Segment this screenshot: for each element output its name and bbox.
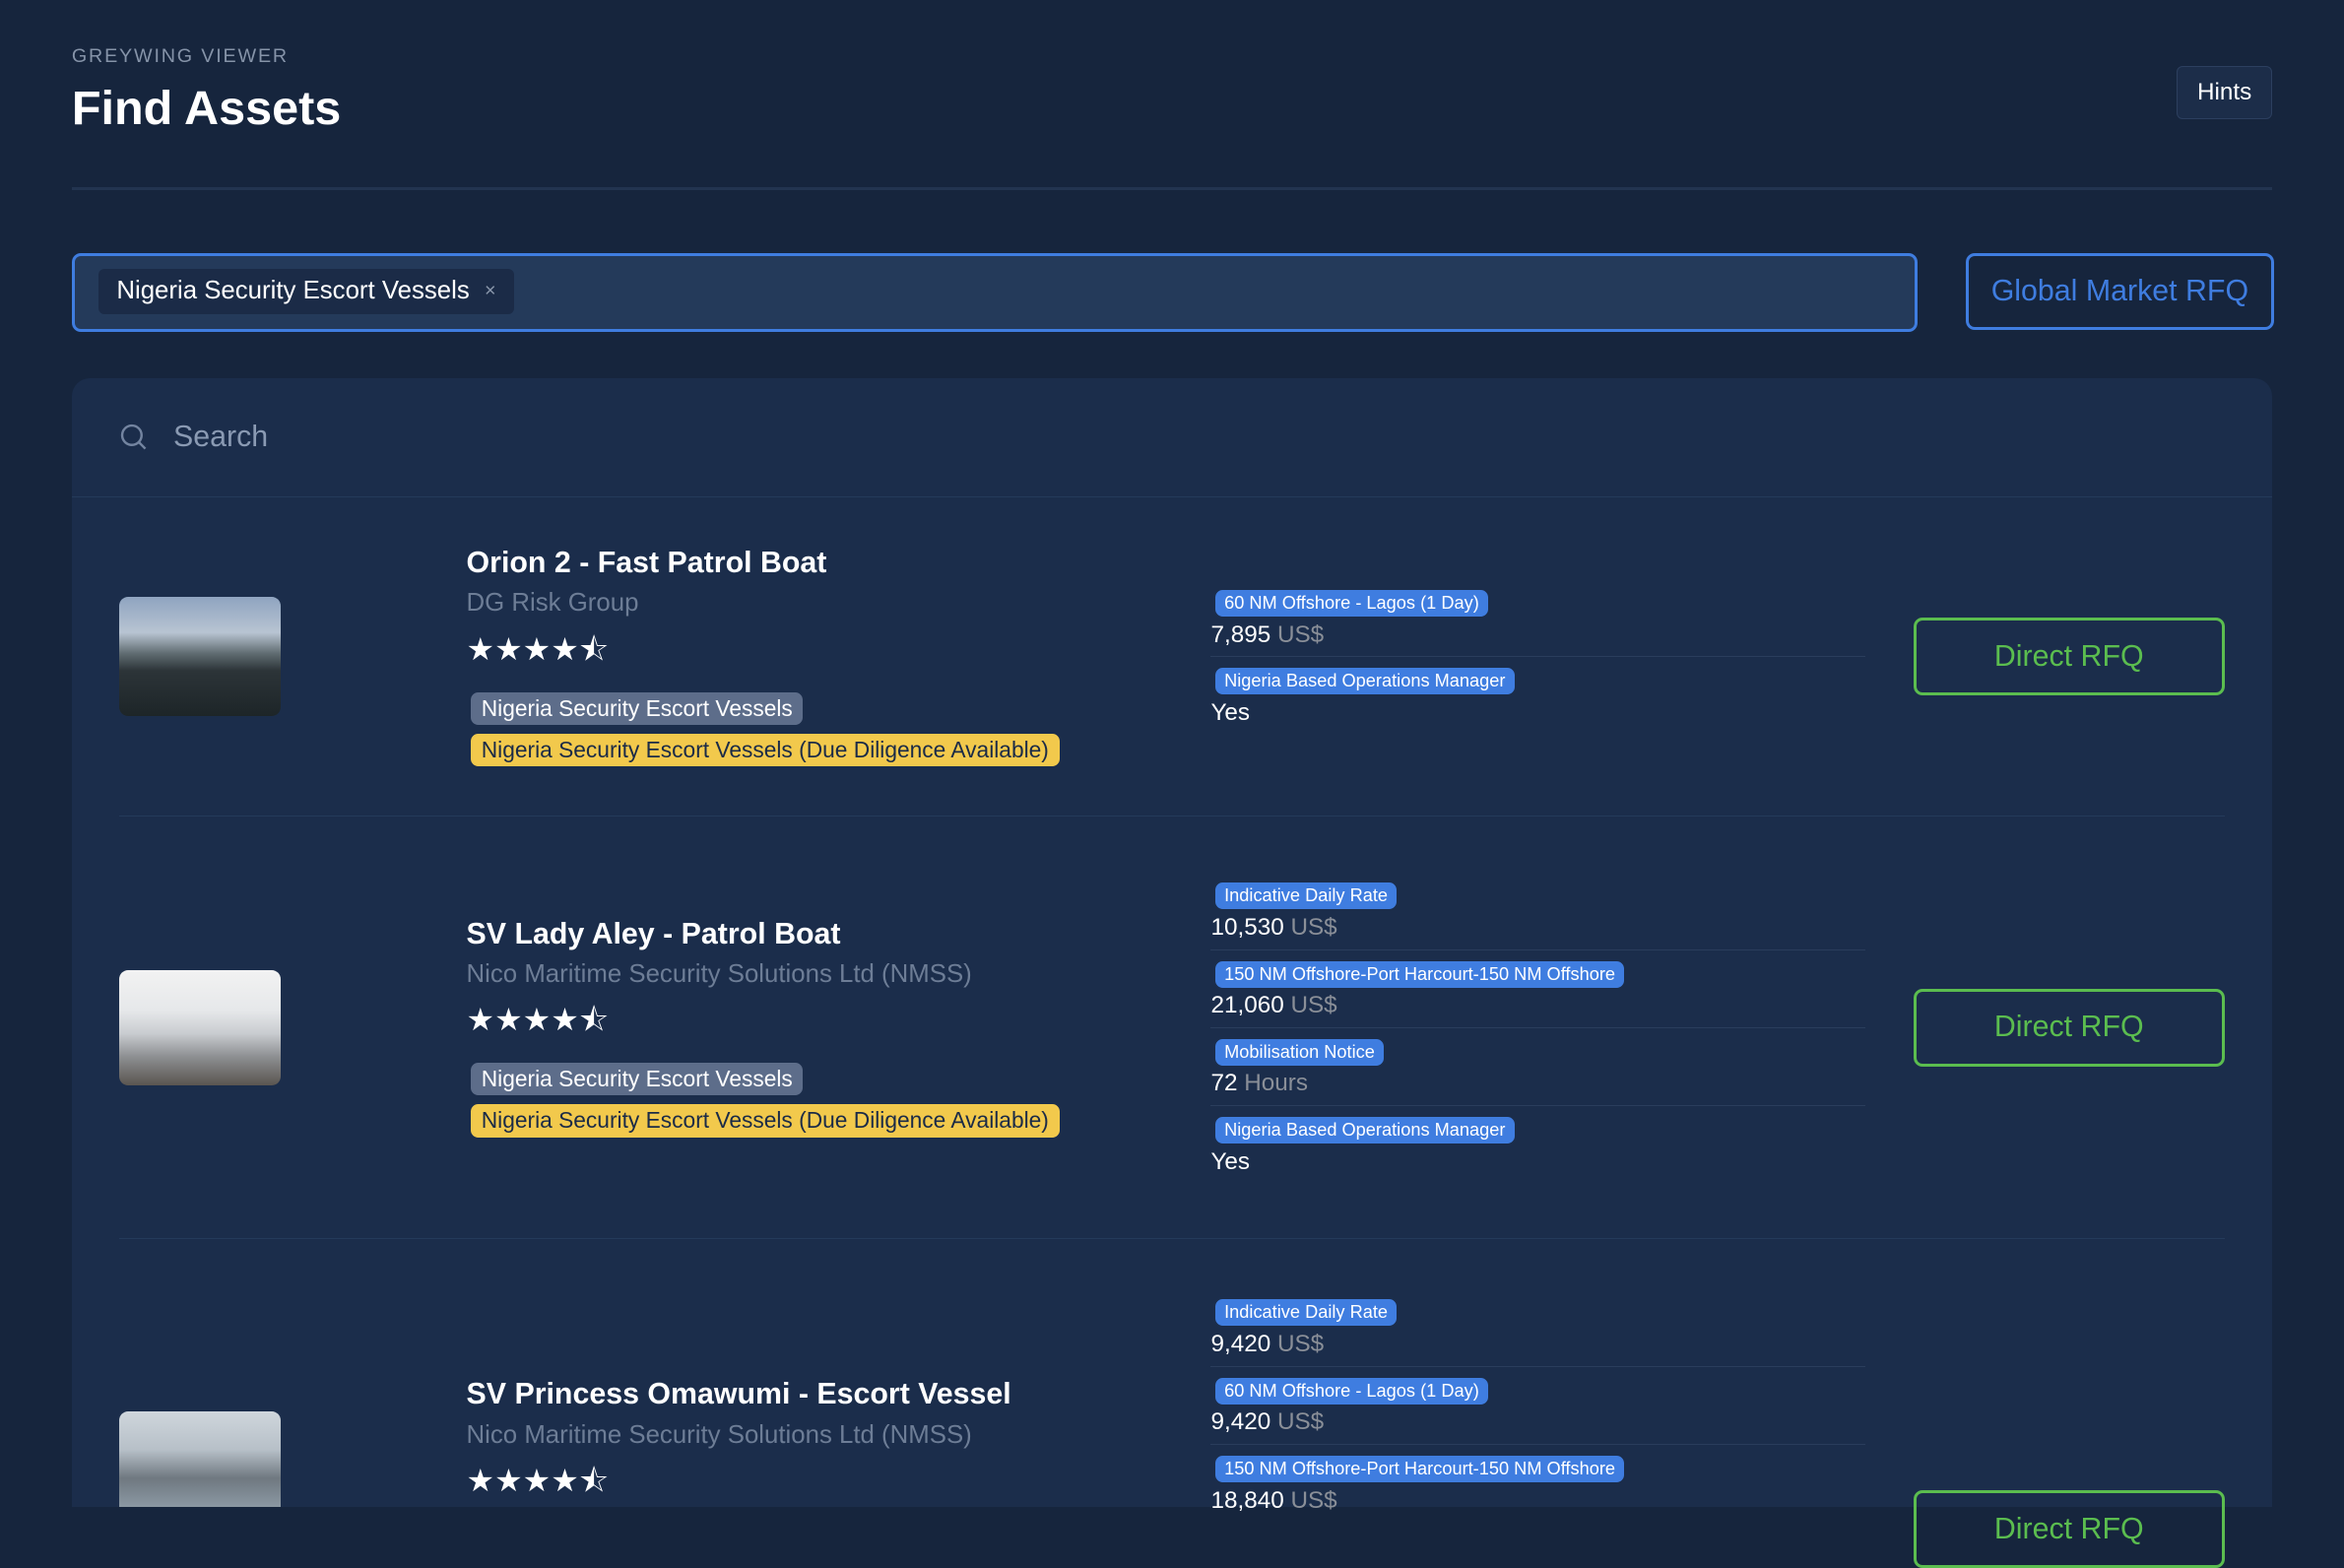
attribute-unit: US$: [1276, 1331, 1325, 1358]
asset-name[interactable]: SV Princess Omawumi - Escort Vessel: [466, 1378, 1011, 1411]
close-icon[interactable]: ×: [484, 280, 496, 302]
due-diligence-tag: Nigeria Security Escort Vessels (Due Dil…: [471, 733, 1060, 766]
app-brand: GREYWING VIEWER: [71, 44, 289, 67]
star-rating: ★★★★⯪: [466, 630, 609, 667]
category-filter-input[interactable]: Nigeria Security Escort Vessels ×: [71, 252, 1919, 332]
attribute-label: 150 NM Offshore-Port Harcourt-150 NM Off…: [1215, 1455, 1625, 1482]
attribute-label: 60 NM Offshore - Lagos (1 Day): [1215, 589, 1488, 617]
attribute: Indicative Daily Rate 10,530 US$: [1210, 872, 1866, 950]
direct-rfq-button[interactable]: Direct RFQ: [1913, 988, 2225, 1067]
asset-name[interactable]: Orion 2 - Fast Patrol Boat: [466, 547, 827, 580]
attribute-unit: US$: [1290, 913, 1337, 941]
star-rating: ★★★★⯪: [466, 1002, 609, 1038]
asset-company: Nico Maritime Security Solutions Ltd (NM…: [466, 960, 972, 989]
global-market-rfq-button[interactable]: Global Market RFQ: [1966, 252, 2274, 331]
attribute-label: Nigeria Based Operations Manager: [1215, 1117, 1515, 1144]
attribute: Nigeria Based Operations Manager Yes: [1210, 657, 1865, 734]
asset-attributes: Indicative Daily Rate 10,530 US$ 150 NM O…: [1210, 872, 1866, 1183]
asset-attributes: 60 NM Offshore - Lagos (1 Day) 7,895 US$ …: [1210, 579, 1866, 735]
asset-list-card: Orion 2 - Fast Patrol Boat DG Risk Group…: [71, 378, 2273, 1568]
attribute: 60 NM Offshore - Lagos (1 Day) 7,895 US$: [1210, 579, 1866, 658]
direct-rfq-button[interactable]: Direct RFQ: [1913, 618, 2225, 696]
attribute-label: 150 NM Offshore-Port Harcourt-150 NM Off…: [1215, 960, 1625, 988]
attribute-label: Nigeria Based Operations Manager: [1215, 668, 1515, 695]
attribute: Mobilisation Notice 72 Hours: [1210, 1028, 1866, 1106]
attribute: 150 NM Offshore-Port Harcourt-150 NM Off…: [1210, 1445, 1865, 1522]
asset-row: Orion 2 - Fast Patrol Boat DG Risk Group…: [119, 497, 2225, 817]
attribute: Indicative Daily Rate 9,420 US$: [1210, 1288, 1866, 1367]
header-divider: [71, 186, 2273, 190]
attribute: Nigeria Based Operations Manager Yes: [1210, 1106, 1865, 1183]
attribute-value: 21,060: [1210, 992, 1284, 1019]
page-title: Find Assets: [71, 81, 342, 135]
attribute-value: Yes: [1210, 698, 1251, 726]
attribute: 60 NM Offshore - Lagos (1 Day) 9,420 US$: [1210, 1367, 1866, 1445]
direct-rfq-button[interactable]: Direct RFQ: [1913, 1490, 2225, 1568]
attribute-value: 72: [1210, 1070, 1238, 1097]
asset-thumbnail[interactable]: [119, 969, 282, 1085]
attribute-label: Indicative Daily Rate: [1215, 882, 1398, 910]
attribute-value: Yes: [1210, 1147, 1251, 1175]
search-icon: [121, 424, 147, 450]
attribute-label: Indicative Daily Rate: [1215, 1299, 1398, 1327]
attribute-value: 7,895: [1210, 621, 1271, 648]
search-input[interactable]: [170, 419, 1074, 456]
asset-name[interactable]: SV Lady Aley - Patrol Boat: [466, 917, 841, 950]
app: GREYWING VIEWER Find Assets Hints Nigeri…: [71, 44, 2274, 1568]
asset-row: SV Princess Omawumi - Escort Vessel Nico…: [119, 1239, 2225, 1568]
search-bar: [71, 378, 2273, 497]
due-diligence-tag: Nigeria Security Escort Vessels (Due Dil…: [471, 1104, 1060, 1138]
attribute-unit: US$: [1276, 621, 1325, 648]
asset-company: DG Risk Group: [466, 589, 639, 618]
asset-company: Nico Maritime Security Solutions Ltd (NM…: [466, 1420, 972, 1449]
attribute-unit: US$: [1276, 1408, 1325, 1436]
asset-thumbnail[interactable]: [119, 596, 282, 717]
asset-attributes: Indicative Daily Rate 9,420 US$ 60 NM Off…: [1210, 1288, 1866, 1522]
attribute: 150 NM Offshore-Port Harcourt-150 NM Off…: [1210, 950, 1866, 1028]
attribute-unit: US$: [1290, 1486, 1337, 1514]
star-rating: ★★★★⯪: [466, 1462, 609, 1498]
filter-chip-label: Nigeria Security Escort Vessels: [116, 277, 470, 305]
attribute-value: 9,420: [1210, 1331, 1271, 1358]
hints-button[interactable]: Hints: [2177, 65, 2273, 120]
attribute-label: Mobilisation Notice: [1215, 1038, 1384, 1066]
asset-thumbnail[interactable]: [119, 1410, 282, 1507]
filter-chip: Nigeria Security Escort Vessels ×: [98, 269, 514, 314]
asset-row: SV Lady Aley - Patrol Boat Nico Maritime…: [119, 817, 2225, 1240]
attribute-unit: US$: [1290, 992, 1337, 1019]
category-tag: Nigeria Security Escort Vessels: [471, 691, 804, 725]
category-tag: Nigeria Security Escort Vessels: [471, 1063, 804, 1096]
attribute-value: 10,530: [1210, 913, 1284, 941]
attribute-value: 18,840: [1210, 1486, 1284, 1514]
attribute-value: 9,420: [1210, 1408, 1271, 1436]
attribute-unit: Hours: [1244, 1070, 1308, 1097]
attribute-label: 60 NM Offshore - Lagos (1 Day): [1215, 1377, 1488, 1405]
